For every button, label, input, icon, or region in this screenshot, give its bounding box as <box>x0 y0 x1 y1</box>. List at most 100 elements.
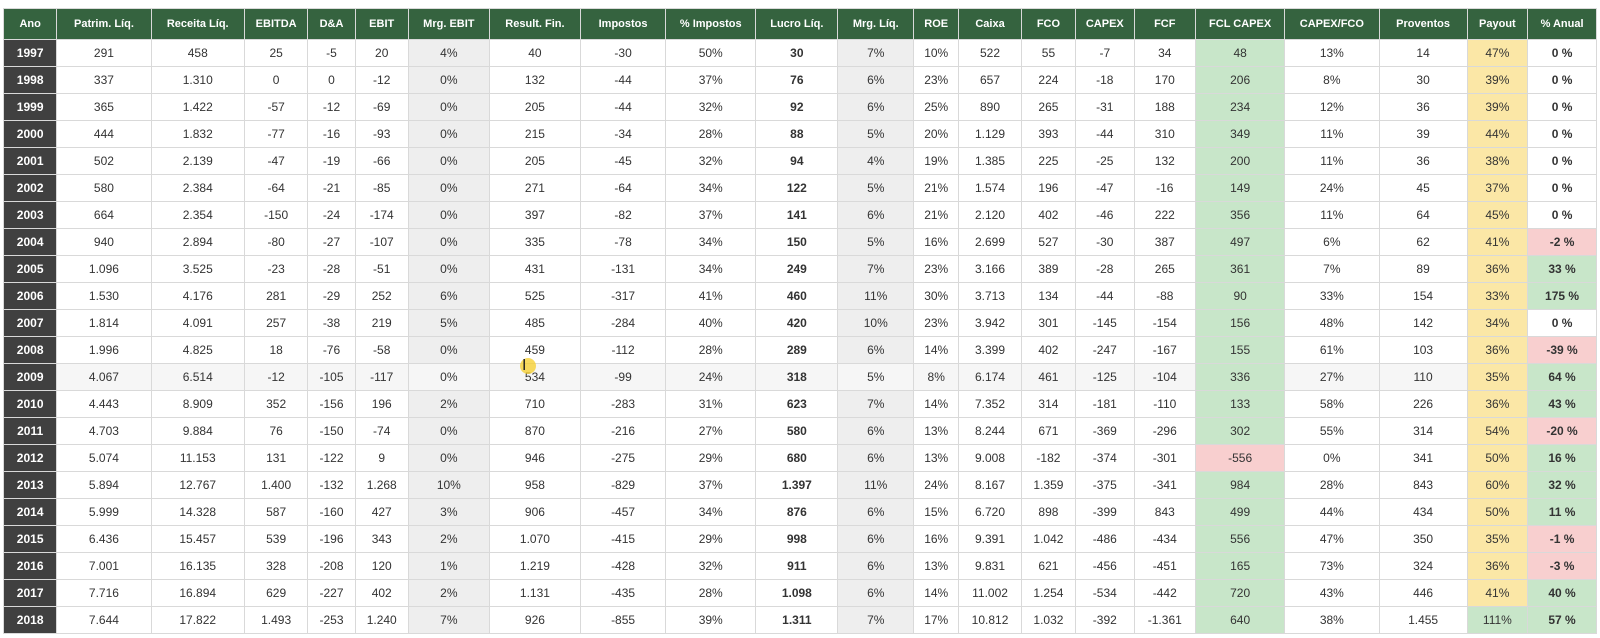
cell-receita-liq[interactable]: 14.328 <box>150 498 245 526</box>
cell-ebitda[interactable]: 1.493 <box>243 606 309 634</box>
cell-impostos[interactable]: -112 <box>580 336 667 364</box>
cell-caixa[interactable]: 1.129 <box>958 120 1022 148</box>
cell-mrg-ebit[interactable]: 2% <box>407 525 490 553</box>
cell-caixa[interactable]: 3.399 <box>958 336 1022 364</box>
cell-roe[interactable]: 10% <box>913 39 960 67</box>
cell-ebitda[interactable]: -77 <box>243 120 309 148</box>
cell-fcf[interactable]: 34 <box>1133 39 1197 67</box>
cell-ebit[interactable]: -93 <box>354 120 409 148</box>
cell-fcl-capex[interactable]: 156 <box>1195 309 1286 337</box>
cell-roe[interactable]: 19% <box>913 147 960 175</box>
cell-capex[interactable]: -18 <box>1075 66 1135 94</box>
cell-proventos[interactable]: 314 <box>1378 417 1468 445</box>
cell-caixa[interactable]: 890 <box>958 93 1022 121</box>
cell-roe[interactable]: 8% <box>913 363 960 391</box>
cell-proventos[interactable]: 142 <box>1378 309 1468 337</box>
cell-ano[interactable]: 2018 <box>2 606 58 634</box>
cell-fcl-capex[interactable]: 48 <box>1195 39 1286 67</box>
cell-patrim-liq[interactable]: 1.996 <box>56 336 152 364</box>
cell-ebitda[interactable]: 328 <box>243 552 309 580</box>
cell-fco[interactable]: 224 <box>1020 66 1077 94</box>
cell-fco[interactable]: 621 <box>1020 552 1077 580</box>
cell-roe[interactable]: 13% <box>913 552 960 580</box>
cell-ebitda[interactable]: 539 <box>243 525 309 553</box>
cell-roe[interactable]: 23% <box>913 255 960 283</box>
cell-lucro-liq[interactable]: 680 <box>755 444 839 472</box>
cell-ano[interactable]: 2003 <box>2 201 58 229</box>
cell-mrg-ebit[interactable]: 0% <box>407 336 490 364</box>
cell-pct-impostos[interactable]: 37% <box>665 471 757 499</box>
col-header-capex[interactable]: CAPEX <box>1075 8 1135 40</box>
cell-fcl-capex[interactable]: 556 <box>1195 525 1286 553</box>
cell-capex-fco[interactable]: 43% <box>1284 579 1380 607</box>
cell-capex[interactable]: -28 <box>1075 255 1135 283</box>
col-header-fco[interactable]: FCO <box>1020 8 1077 40</box>
cell-pct-anual[interactable]: -3 % <box>1527 552 1597 580</box>
cell-pct-impostos[interactable]: 34% <box>665 228 757 256</box>
cell-capex-fco[interactable]: 47% <box>1284 525 1380 553</box>
cell-result-fin[interactable]: 958 <box>488 471 582 499</box>
cell-fcl-capex[interactable]: 497 <box>1195 228 1286 256</box>
cell-da[interactable]: -122 <box>307 444 356 472</box>
cell-pct-impostos[interactable]: 40% <box>665 309 757 337</box>
cell-impostos[interactable]: -64 <box>580 174 667 202</box>
cell-ebit[interactable]: 427 <box>354 498 409 526</box>
cell-result-fin[interactable]: 870 <box>488 417 582 445</box>
cell-capex[interactable]: -125 <box>1075 363 1135 391</box>
cell-fcf[interactable]: 222 <box>1133 201 1197 229</box>
cell-proventos[interactable]: 14 <box>1378 39 1468 67</box>
cell-patrim-liq[interactable]: 1.814 <box>56 309 152 337</box>
cell-ebit[interactable]: 20 <box>354 39 409 67</box>
cell-lucro-liq[interactable]: 580 <box>755 417 839 445</box>
cell-mrg-liq[interactable]: 10% <box>837 309 915 337</box>
cell-roe[interactable]: 30% <box>913 282 960 310</box>
cell-da[interactable]: -38 <box>307 309 356 337</box>
cell-ebitda[interactable]: 629 <box>243 579 309 607</box>
cell-pct-impostos[interactable]: 28% <box>665 579 757 607</box>
cell-capex[interactable]: -30 <box>1075 228 1135 256</box>
cell-caixa[interactable]: 9.831 <box>958 552 1022 580</box>
cell-pct-anual[interactable]: 64 % <box>1527 363 1597 391</box>
cell-roe[interactable]: 15% <box>913 498 960 526</box>
cell-fco[interactable]: 461 <box>1020 363 1077 391</box>
cell-caixa[interactable]: 2.699 <box>958 228 1022 256</box>
cell-pct-anual[interactable]: 11 % <box>1527 498 1597 526</box>
cell-fco[interactable]: 196 <box>1020 174 1077 202</box>
cell-result-fin[interactable]: 926 <box>488 606 582 634</box>
cell-fcl-capex[interactable]: 155 <box>1195 336 1286 364</box>
cell-ano[interactable]: 2002 <box>2 174 58 202</box>
cell-da[interactable]: -27 <box>307 228 356 256</box>
cell-impostos[interactable]: -44 <box>580 66 667 94</box>
cell-ebit[interactable]: 9 <box>354 444 409 472</box>
cell-fcl-capex[interactable]: 302 <box>1195 417 1286 445</box>
cell-result-fin[interactable]: 485 <box>488 309 582 337</box>
cell-capex-fco[interactable]: 0% <box>1284 444 1380 472</box>
cell-fco[interactable]: 314 <box>1020 390 1077 418</box>
cell-caixa[interactable]: 1.574 <box>958 174 1022 202</box>
cell-mrg-liq[interactable]: 5% <box>837 363 915 391</box>
cell-payout[interactable]: 36% <box>1466 552 1529 580</box>
cell-impostos[interactable]: -317 <box>580 282 667 310</box>
cell-da[interactable]: -150 <box>307 417 356 445</box>
cell-receita-liq[interactable]: 4.825 <box>150 336 245 364</box>
cell-ebit[interactable]: -69 <box>354 93 409 121</box>
cell-roe[interactable]: 23% <box>913 309 960 337</box>
cell-ano[interactable]: 1997 <box>2 39 58 67</box>
cell-payout[interactable]: 54% <box>1466 417 1529 445</box>
cell-ano[interactable]: 2016 <box>2 552 58 580</box>
cell-result-fin[interactable]: 1.219 <box>488 552 582 580</box>
cell-capex-fco[interactable]: 13% <box>1284 39 1380 67</box>
cell-mrg-ebit[interactable]: 0% <box>407 228 490 256</box>
cell-mrg-liq[interactable]: 11% <box>837 471 915 499</box>
cell-fcl-capex[interactable]: -556 <box>1195 444 1286 472</box>
cell-receita-liq[interactable]: 4.176 <box>150 282 245 310</box>
cell-fcl-capex[interactable]: 234 <box>1195 93 1286 121</box>
cell-receita-liq[interactable]: 1.310 <box>150 66 245 94</box>
cell-proventos[interactable]: 103 <box>1378 336 1468 364</box>
col-header-caixa[interactable]: Caixa <box>958 8 1022 40</box>
cell-proventos[interactable]: 434 <box>1378 498 1468 526</box>
cell-receita-liq[interactable]: 12.767 <box>150 471 245 499</box>
cell-pct-anual[interactable]: 0 % <box>1527 39 1597 67</box>
cell-fcf[interactable]: -104 <box>1133 363 1197 391</box>
cell-caixa[interactable]: 657 <box>958 66 1022 94</box>
